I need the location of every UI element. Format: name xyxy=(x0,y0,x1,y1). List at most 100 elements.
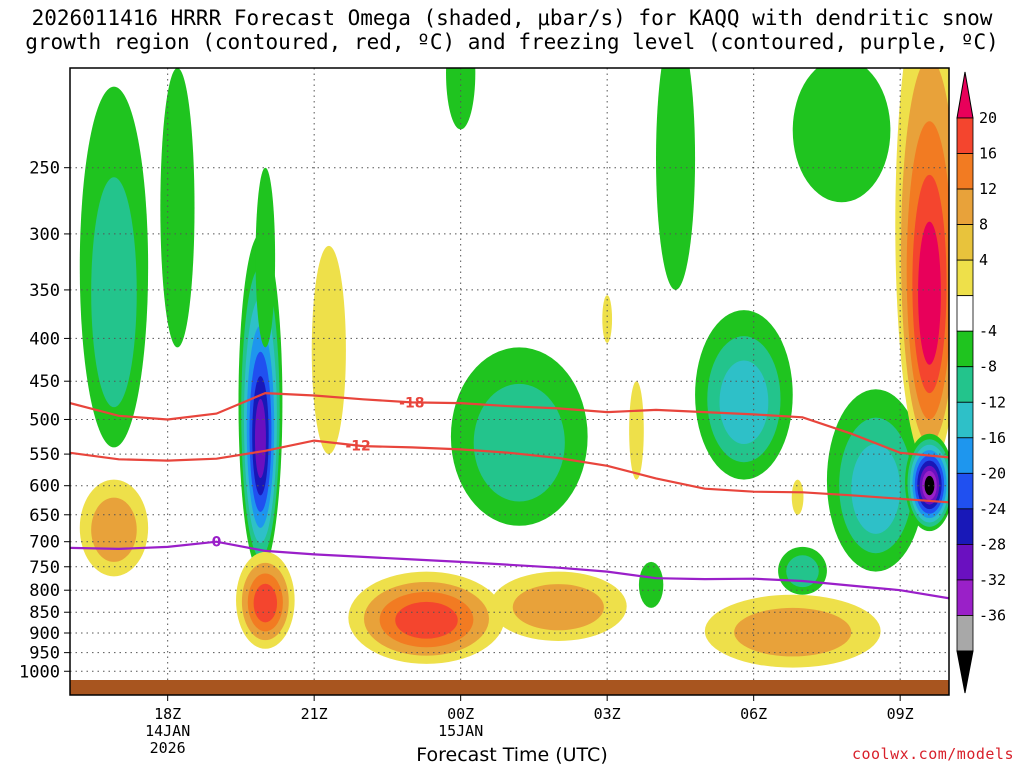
colorbar-label: 12 xyxy=(979,180,997,198)
omega-cell xyxy=(446,68,476,130)
y-tick-label: 350 xyxy=(29,281,60,301)
colorbar-box xyxy=(956,366,974,403)
omega-contour-fill xyxy=(629,381,644,480)
x-tick-label: 06Z xyxy=(740,705,767,723)
y-tick-label: 900 xyxy=(29,624,60,644)
y-tick-label: 750 xyxy=(29,558,60,578)
omega-cell xyxy=(160,68,195,348)
colorbar-label: -36 xyxy=(979,606,1006,624)
x-tick-sublabel: 2026 xyxy=(150,739,186,757)
omega-contour-fill xyxy=(446,68,476,130)
omega-contour-fill xyxy=(255,167,276,348)
omega-contour-fill xyxy=(791,479,804,515)
colorbar-label: -28 xyxy=(979,535,1006,553)
x-tick-label: 21Z xyxy=(301,705,328,723)
omega-cell xyxy=(238,233,283,572)
colorbar-label: -20 xyxy=(979,464,1006,482)
colorbar-box xyxy=(956,224,974,261)
omega-contour-fill xyxy=(254,398,266,479)
colorbar-box xyxy=(956,579,974,616)
omega-contour-fill xyxy=(473,383,565,502)
x-tick-label: 03Z xyxy=(594,705,621,723)
x-tick-label: 09Z xyxy=(887,705,914,723)
y-tick-label: 650 xyxy=(29,506,60,526)
x-tick-sublabel: 15JAN xyxy=(438,722,483,740)
omega-contour-fill xyxy=(311,245,346,455)
contour-dgz-minus-12 xyxy=(70,439,949,504)
omega-contour-fill xyxy=(253,583,278,623)
contours: -18 -12 0 xyxy=(70,391,949,600)
chart-title: 2026011416 HRRR Forecast Omega (shaded, … xyxy=(0,6,1024,54)
x-tick-sublabel: 14JAN xyxy=(145,722,190,740)
contour-label: -12 xyxy=(345,439,370,455)
colorbar-box xyxy=(956,472,974,510)
colorbar-box xyxy=(956,401,974,439)
omega-cell xyxy=(450,347,588,526)
y-tick-label: 250 xyxy=(29,159,60,179)
omega-contour-fill xyxy=(91,177,137,408)
omega-contour-fill xyxy=(719,360,769,445)
colorbar-label: -4 xyxy=(979,322,997,340)
colorbar-box xyxy=(956,153,974,190)
omega-cell xyxy=(695,310,793,480)
y-tick-label: 500 xyxy=(29,410,60,430)
credit-text[interactable]: coolwx.com/models xyxy=(851,745,1014,763)
omega-cell xyxy=(79,479,149,577)
omega-cell xyxy=(79,86,149,448)
omega-contour-fill xyxy=(656,68,696,290)
omega-cell xyxy=(348,571,505,664)
colorbar-box xyxy=(956,117,974,154)
omega-cell xyxy=(638,561,664,608)
y-axis: 2503003504004505005506006507007508008509… xyxy=(19,159,70,682)
omega-field xyxy=(79,68,949,668)
colorbar-label: 4 xyxy=(979,251,988,269)
omega-contour-fill xyxy=(792,68,891,203)
colorbar-box xyxy=(956,259,974,297)
colorbar-label: -16 xyxy=(979,429,1006,447)
colorbar-label: -32 xyxy=(979,571,1006,589)
colorbar-label: 8 xyxy=(979,216,988,234)
colorbar-box xyxy=(956,330,974,368)
y-tick-label: 850 xyxy=(29,603,60,623)
contour-freezing-level-0 xyxy=(70,540,949,600)
omega-contour-fill xyxy=(512,584,604,631)
omega-contour-fill xyxy=(638,561,664,608)
contour-dgz-minus-18 xyxy=(70,391,949,459)
omega-cell xyxy=(656,68,696,290)
x-tick-label: 18Z xyxy=(154,705,181,723)
colorbar-box xyxy=(956,295,974,332)
y-tick-label: 550 xyxy=(29,445,60,465)
y-tick-label: 700 xyxy=(29,533,60,553)
y-tick-label: 400 xyxy=(29,329,60,349)
omega-contour-fill xyxy=(734,607,852,657)
omega-contour-fill xyxy=(602,295,613,343)
omega-cell xyxy=(792,68,891,203)
omega-cell xyxy=(311,245,346,455)
colorbar-box xyxy=(956,437,974,474)
omega-contour-fill xyxy=(91,497,137,562)
y-tick-label: 300 xyxy=(29,225,60,245)
title-line-2: growth region (contoured, red, ºC) and f… xyxy=(25,30,999,54)
colorbar-label: 20 xyxy=(979,109,997,127)
colorbar-bottom-arrow xyxy=(956,650,974,694)
y-tick-label: 450 xyxy=(29,372,60,392)
y-tick-label: 600 xyxy=(29,477,60,497)
omega-contour-fill xyxy=(160,68,195,348)
colorbar-label: -24 xyxy=(979,500,1006,518)
omega-cell xyxy=(704,594,881,668)
omega-cell xyxy=(895,68,949,467)
y-tick-label: 1000 xyxy=(19,662,60,682)
omega-contour-fill xyxy=(395,601,458,639)
contour-label: 0 xyxy=(212,535,222,551)
omega-cell xyxy=(602,295,613,343)
y-tick-label: 950 xyxy=(29,644,60,664)
colorbar-box xyxy=(956,544,974,581)
colorbar-label: -12 xyxy=(979,393,1006,411)
omega-cell xyxy=(629,381,644,480)
colorbar-box xyxy=(956,188,974,225)
x-tick-label: 00Z xyxy=(447,705,474,723)
omega-contour-fill xyxy=(851,444,901,534)
colorbar: 20 16 12 8 4 -4 -8 -12 -16 -20 -24 -28 -32 -36 xyxy=(956,71,1006,694)
